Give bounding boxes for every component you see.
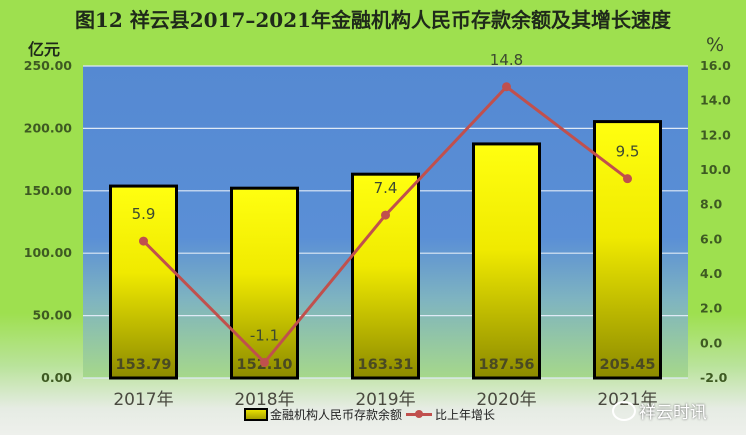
bar: [472, 142, 541, 380]
bar-value-label: 205.45: [600, 357, 656, 373]
watermark: 祥云时讯: [612, 398, 707, 423]
growth-marker: [381, 210, 390, 220]
legend: 金融机构人民币存款余额 比上年增长: [244, 406, 495, 423]
right-axis-tick: 6.0: [700, 231, 722, 246]
right-axis-unit: %: [706, 34, 725, 56]
wechat-icon: [612, 400, 636, 421]
growth-value-label: 14.8: [490, 51, 523, 69]
left-axis-tick: 0.00: [41, 370, 72, 385]
growth-value-label: 7.4: [374, 179, 398, 197]
right-axis-tick: 8.0: [700, 197, 722, 212]
bar-value-label: 163.31: [358, 357, 414, 373]
growth-marker: [139, 236, 148, 246]
left-axis-tick: 50.00: [32, 308, 72, 323]
growth-value-label: 5.9: [132, 205, 156, 223]
growth-marker: [260, 357, 269, 367]
bar: [109, 184, 178, 380]
right-axis-tick: 12.0: [700, 127, 731, 142]
x-axis-label: 2021年: [597, 390, 657, 410]
x-axis-label: 2019年: [355, 390, 415, 410]
right-axis-tick: 16.0: [700, 58, 731, 73]
right-axis-tick: 0.0: [700, 335, 722, 350]
right-axis-tick: 2.0: [700, 301, 722, 316]
legend-line-label: 比上年增长: [435, 408, 496, 422]
legend-bar-label: 金融机构人民币存款余额: [270, 408, 403, 422]
bar-value-label: 153.79: [116, 357, 172, 373]
x-axis-label: 2018年: [234, 390, 294, 410]
left-axis-tick: 100.00: [24, 245, 73, 260]
bar: [351, 172, 420, 380]
right-axis-tick: -2.0: [700, 370, 728, 385]
left-axis-tick: 150.00: [24, 183, 73, 198]
watermark-text: 祥云时讯: [639, 403, 707, 423]
growth-marker: [623, 174, 632, 184]
right-axis-tick: 14.0: [700, 93, 731, 108]
legend-line-swatch: [406, 410, 433, 418]
right-axis-tick: 4.0: [700, 266, 722, 281]
bar-value-label: 187.56: [479, 357, 535, 373]
bar: [230, 186, 299, 380]
bar: [593, 120, 662, 380]
x-axis-label: 2017年: [113, 390, 173, 410]
growth-marker: [502, 82, 511, 92]
left-axis-tick: 250.00: [24, 58, 73, 73]
legend-bar-swatch: [244, 408, 268, 421]
chart-title: 图12 祥云县2017–2021年金融机构人民币存款余额及其增长速度: [74, 8, 672, 32]
right-axis-tick: 10.0: [700, 162, 731, 177]
left-axis-tick: 200.00: [24, 120, 73, 135]
x-axis-label: 2020年: [476, 390, 536, 410]
left-axis-unit: 亿元: [28, 40, 61, 59]
growth-value-label: 9.5: [616, 143, 640, 161]
growth-value-label: -1.1: [250, 326, 279, 344]
